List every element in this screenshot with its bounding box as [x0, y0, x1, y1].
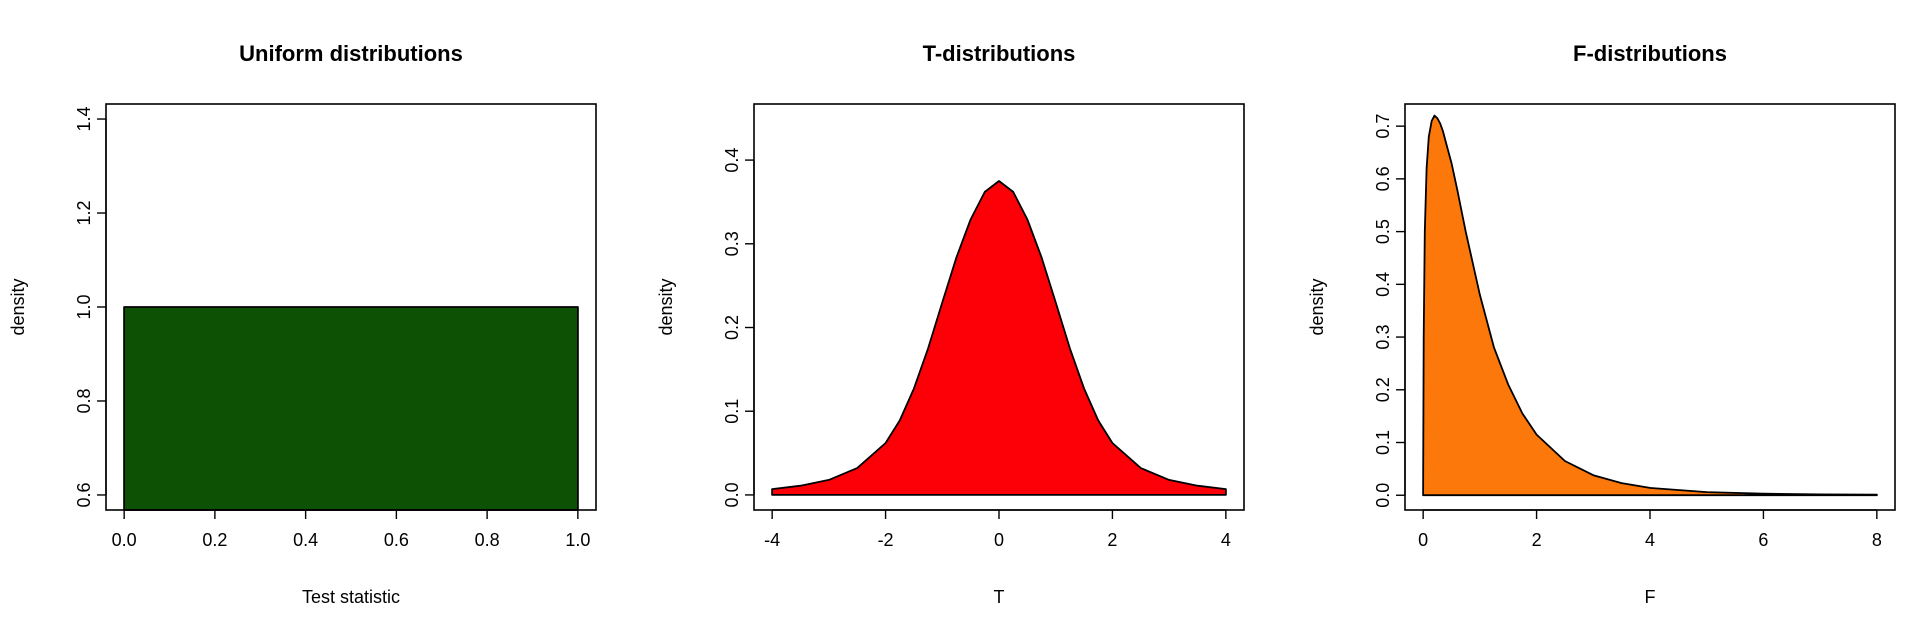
x-tick-label: 6 — [1758, 530, 1768, 550]
x-tick-label: -4 — [764, 530, 780, 550]
y-tick-label: 0.4 — [1373, 272, 1393, 297]
y-tick-label: 0.7 — [1373, 114, 1393, 139]
density-area-1 — [1422, 114, 1878, 497]
y-tick-label: 0.1 — [1373, 430, 1393, 455]
x-tick-label: 8 — [1872, 530, 1882, 550]
x-tick-label: 2 — [1107, 530, 1117, 550]
y-tick-label: 0.6 — [1373, 166, 1393, 191]
x-tick-label: 0 — [1418, 530, 1428, 550]
y-tick-label: 0.2 — [722, 315, 742, 340]
y-tick-label: 0.3 — [722, 231, 742, 256]
y-tick-label: 0.6 — [74, 482, 94, 507]
y-tick-label: 0.0 — [722, 482, 742, 507]
x-tick-label: 4 — [1645, 530, 1655, 550]
chart-title: Uniform distributions — [239, 41, 463, 66]
x-axis-label: T — [994, 587, 1005, 607]
chart-title: F-distributions — [1573, 41, 1727, 66]
y-tick-label: 1.4 — [74, 107, 94, 132]
x-tick-label: 2 — [1532, 530, 1542, 550]
y-tick-label: 0.3 — [1373, 325, 1393, 350]
y-tick-label: 1.0 — [74, 294, 94, 319]
y-tick-label: 0.4 — [722, 148, 742, 173]
x-tick-label: -2 — [878, 530, 894, 550]
density-area-1 — [123, 306, 579, 511]
y-tick-label: 0.2 — [1373, 377, 1393, 402]
chart-panel-1: 0.0 0.2 0.4 0.6 0.8 1.0 0.6 0.8 1.0 1.2 1.4 Uniform… — [8, 41, 597, 607]
x-tick-label: 0.2 — [202, 530, 227, 550]
x-tick-label: 0.4 — [293, 530, 318, 550]
y-tick-label: 0.8 — [74, 388, 94, 413]
y-axis-label: density — [1307, 278, 1327, 335]
x-tick-label: 0 — [994, 530, 1004, 550]
y-tick-label: 1.2 — [74, 201, 94, 226]
x-axis-label: F — [1645, 587, 1656, 607]
density-area-1 — [771, 180, 1227, 496]
x-tick-label: 0.6 — [384, 530, 409, 550]
y-axis-label: density — [656, 278, 676, 335]
x-tick-label: 1.0 — [565, 530, 590, 550]
y-tick-label: 0.1 — [722, 399, 742, 424]
chart-panel-2: -4 -2 0 2 4 0.0 0.1 0.2 0.3 0.4 T-distributions Tde… — [656, 41, 1245, 607]
y-tick-label: 0.0 — [1373, 483, 1393, 508]
chart-panel-3: 0 2 4 6 8 0.0 0.1 0.2 0.3 0.4 0.5 0.6 0.7 F-distribut… — [1307, 41, 1896, 607]
y-axis-label: density — [8, 278, 28, 335]
x-tick-label: 4 — [1221, 530, 1231, 550]
x-axis-label: Test statistic — [302, 587, 400, 607]
x-tick-label: 0.0 — [112, 530, 137, 550]
x-tick-label: 0.8 — [475, 530, 500, 550]
y-tick-label: 0.5 — [1373, 219, 1393, 244]
chart-title: T-distributions — [923, 41, 1076, 66]
